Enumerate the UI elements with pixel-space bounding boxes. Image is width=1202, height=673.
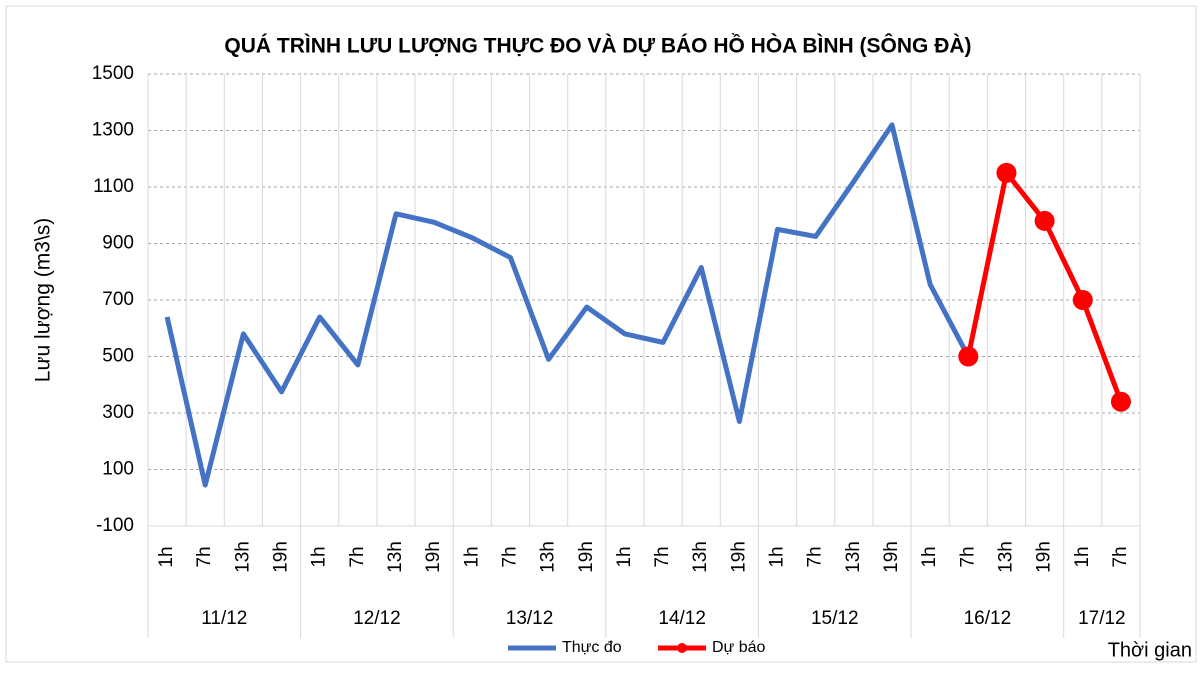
x-tick-label: 7h (194, 546, 215, 567)
chart-border (5, 5, 1197, 663)
series-marker (996, 162, 1017, 183)
series-line (164, 122, 971, 488)
series-marker (1072, 290, 1093, 310)
x-tick-label: 13h (538, 541, 559, 573)
series-marker (1034, 210, 1055, 231)
y-tick-label: -100 (96, 515, 134, 536)
x-tick-label: 19h (728, 541, 749, 573)
y-tick-label: 100 (102, 459, 134, 480)
legend-label: Dự báo (712, 639, 766, 656)
x-tick-label: 1h (1072, 546, 1093, 567)
y-tick-label: 500 (102, 346, 134, 367)
y-tick-label: 1500 (92, 63, 134, 84)
x-tick-label: 1h (461, 546, 482, 567)
x-tick-label: 7h (347, 546, 368, 567)
series-marker (1110, 391, 1131, 412)
y-tick-label: 1100 (93, 176, 134, 197)
x-tick-label: 19h (576, 541, 597, 573)
x-tick-label: 7h (957, 546, 978, 567)
x-tick-label: 19h (271, 541, 292, 573)
x-tick-label: 19h (881, 541, 902, 573)
y-tick-label: 700 (102, 289, 134, 310)
group-label: 16/12 (964, 608, 1012, 629)
x-tick-label: 7h (805, 546, 826, 567)
x-tick-label: 19h (423, 541, 444, 573)
x-tick-label: 13h (232, 541, 253, 573)
x-tick-label: 13h (385, 541, 406, 573)
x-tick-label: 13h (843, 541, 864, 573)
x-tick-label: 19h (1034, 541, 1055, 573)
group-label: 14/12 (658, 608, 706, 629)
y-tick-label: 1300 (92, 120, 134, 141)
x-tick-label: 7h (652, 546, 673, 567)
group-label: 15/12 (811, 608, 859, 629)
x-tick-label: 1h (309, 546, 330, 567)
x-tick-label: 1h (614, 546, 635, 567)
legend-marker (677, 643, 687, 653)
group-label: 12/12 (353, 608, 401, 629)
y-axis-label: Lưu lượng (m3\s) (32, 218, 55, 382)
legend-label: Thực đo (562, 639, 622, 656)
x-tick-label: 7h (499, 546, 520, 567)
x-axis-label: Thời gian (1108, 639, 1192, 661)
x-tick-label: 1h (919, 546, 940, 567)
x-tick-label: 1h (156, 546, 177, 567)
group-label: 13/12 (506, 608, 554, 629)
chart-title: QUÁ TRÌNH LƯU LƯỢNG THỰC ĐO VÀ DỰ BÁO HỒ… (224, 34, 971, 58)
x-tick-label: 1h (767, 546, 788, 567)
x-tick-label: 13h (995, 541, 1016, 573)
series-marker (958, 346, 979, 367)
group-label: 17/12 (1078, 608, 1126, 629)
x-tick-label: 7h (1110, 546, 1131, 567)
group-label: 11/12 (201, 608, 247, 629)
x-tick-label: 13h (690, 541, 711, 573)
y-tick-label: 300 (102, 402, 134, 423)
y-tick-label: 900 (102, 233, 134, 254)
